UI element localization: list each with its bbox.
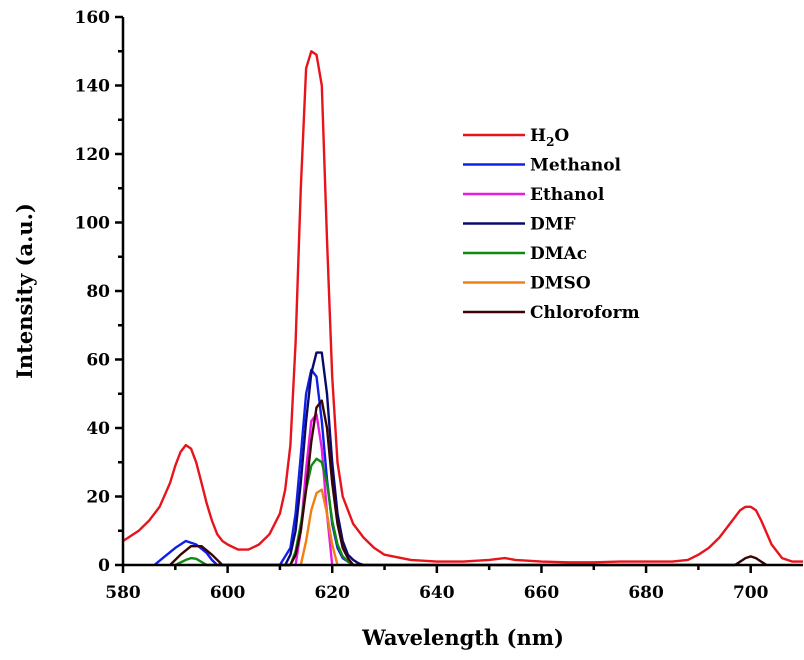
y-tick-label: 60 (86, 351, 110, 371)
x-axis-title: Wavelength (nm) (361, 625, 564, 650)
y-tick-label: 100 (75, 214, 111, 234)
x-ticks: 580 600 620 640 660 680 700 (105, 565, 769, 603)
legend-label: DMF (530, 215, 576, 235)
legend-label: DMSO (530, 274, 591, 294)
y-tick-label: 160 (75, 8, 111, 28)
legend-label: Methanol (530, 156, 622, 176)
x-tick-label: 700 (733, 583, 769, 603)
y-tick-label: 40 (86, 419, 110, 439)
y-tick-label: 20 (86, 488, 110, 508)
x-tick-label: 680 (628, 583, 664, 603)
legend-label: Ethanol (530, 185, 605, 205)
y-tick-label: 140 (75, 77, 111, 97)
series-line-dmac (174, 457, 354, 567)
y-tick-label: 120 (75, 145, 111, 165)
y-tick-label: 0 (98, 556, 110, 576)
x-tick-label: 660 (524, 583, 560, 603)
series-line-h2o (122, 50, 803, 564)
x-tick-label: 600 (210, 583, 246, 603)
x-tick-label: 620 (314, 583, 350, 603)
y-ticks: 0 20 40 60 80 100 120 140 160 (75, 8, 123, 576)
axes (121, 17, 803, 567)
legend: H2O Methanol Ethanol DMF DMAc DMSO Chloroform (463, 126, 640, 323)
x-tick-label: 640 (419, 583, 455, 603)
series-lines (122, 50, 803, 567)
series-line-dmso (299, 488, 339, 566)
legend-label: H2O (530, 126, 569, 149)
x-tick-label: 580 (105, 583, 141, 603)
series-line-dmf (284, 351, 364, 567)
y-axis-title: Intensity (a.u.) (12, 203, 37, 379)
y-tick-label: 80 (86, 282, 110, 302)
legend-label: DMAc (530, 244, 587, 264)
legend-label: Chloroform (530, 303, 640, 323)
series-line-chloroform (169, 399, 768, 567)
